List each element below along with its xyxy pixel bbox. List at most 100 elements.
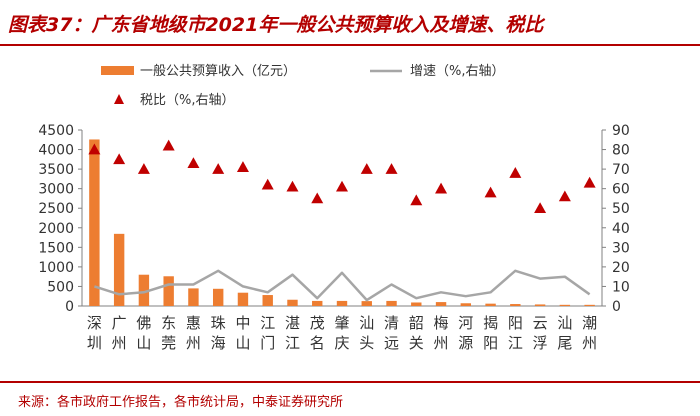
bar-5: [212, 288, 224, 306]
right-tick-label: 90: [612, 123, 630, 139]
bar-13: [411, 302, 422, 306]
x-label-3: 东莞: [161, 314, 176, 352]
x-label-8: 湛江: [285, 314, 300, 352]
x-label-7: 江门: [260, 314, 275, 352]
x-label-char: 汕: [557, 314, 572, 332]
tax-ratio-marker-4: [187, 157, 200, 169]
x-label-char: 茂: [310, 314, 325, 332]
x-label-15: 河源: [458, 314, 473, 352]
chart-title: 图表37：广东省地级市2021年一般公共预算收入及增速、税比: [8, 14, 544, 36]
tax-ratio-marker-20: [583, 176, 596, 188]
left-tick-label: 500: [47, 279, 74, 295]
bar-11: [361, 301, 372, 306]
tax-ratio-marker-9: [311, 192, 324, 204]
x-label-char: 深: [87, 314, 102, 332]
tax-ratio-marker-1: [113, 153, 126, 165]
x-label-20: 潮州: [582, 314, 597, 352]
x-label-char: 广: [112, 314, 127, 332]
tax-ratio-marker-8: [286, 180, 299, 192]
x-label-0: 深圳: [87, 314, 102, 352]
x-label-char: 东: [161, 314, 176, 332]
chart-axes: 0 500 1000 1500 2000 2500 3000 3500 4000 4500 0 10 2…: [38, 123, 629, 315]
bar-12: [386, 300, 397, 306]
tax-ratio-marker-12: [385, 163, 398, 174]
tax-ratio-marker-16: [484, 186, 497, 198]
right-tick-label: 60: [612, 182, 630, 198]
x-label-char: 湛: [285, 314, 300, 332]
right-tick-label: 80: [612, 143, 630, 159]
source-note: 来源：各市政府工作报告，各市统计局，中泰证券研究所: [18, 395, 344, 410]
x-label-char: 圳: [87, 334, 102, 352]
x-label-char: 揭: [483, 314, 498, 332]
x-label-char: 山: [136, 334, 151, 352]
x-label-2: 佛山: [136, 314, 151, 352]
x-label-char: 海: [211, 334, 226, 352]
x-label-char: 山: [235, 334, 250, 352]
bar-8: [287, 299, 298, 306]
x-label-char: 浮: [533, 334, 548, 352]
x-label-char: 梅: [434, 314, 449, 332]
bar-6: [237, 292, 249, 306]
x-label-char: 头: [359, 334, 374, 352]
left-tick-label: 0: [65, 299, 74, 315]
left-tick-label: 3000: [38, 182, 74, 198]
left-tick-label: 4000: [38, 143, 74, 159]
tax-ratio-marker-7: [261, 178, 274, 190]
x-label-char: 阳: [483, 334, 498, 352]
tax-ratio-marker-17: [509, 167, 522, 178]
marker-series: [88, 139, 596, 214]
right-tick-label: 70: [612, 162, 630, 178]
bar-10: [336, 300, 348, 306]
bar-1: [113, 233, 125, 306]
x-label-1: 广州: [112, 314, 127, 352]
tax-ratio-marker-13: [410, 194, 423, 206]
right-tick-label: 30: [612, 240, 630, 256]
bar-19: [559, 304, 571, 306]
growth-line: [94, 269, 591, 302]
x-label-char: 韶: [409, 314, 424, 332]
x-label-6: 中山: [235, 314, 250, 352]
x-label-char: 州: [434, 334, 449, 352]
left-tick-label: 1500: [38, 240, 74, 256]
x-label-18: 云浮: [533, 314, 548, 352]
tax-ratio-marker-10: [336, 180, 348, 192]
source-rule: [0, 381, 700, 383]
left-tick-label: 4500: [38, 123, 74, 139]
tax-ratio-marker-11: [360, 163, 373, 174]
tax-ratio-marker-18: [534, 202, 547, 214]
x-label-char: 州: [112, 334, 127, 352]
x-label-char: 名: [310, 334, 325, 352]
tax-ratio-marker-6: [236, 161, 249, 172]
legend-marker-label: 税比（%,右轴）: [140, 93, 235, 108]
x-label-char: 中: [235, 314, 250, 332]
bar-15: [460, 303, 472, 306]
right-tick-label: 0: [612, 299, 621, 315]
x-label-char: 江: [508, 334, 523, 352]
line-series: [94, 269, 591, 302]
bar-2: [138, 274, 150, 306]
left-tick-label: 2000: [38, 221, 74, 237]
legend-marker-swatch: [114, 94, 124, 104]
x-label-4: 惠州: [186, 314, 201, 352]
x-label-11: 汕头: [359, 314, 374, 352]
tax-ratio-marker-0: [88, 143, 101, 155]
x-label-char: 清: [384, 314, 399, 332]
bar-3: [163, 276, 174, 306]
left-tick-label: 1000: [38, 260, 74, 276]
x-axis-labels: 深圳广州佛山东莞惠州珠海中山江门湛江茂名肇庆汕头清远韶关梅州河源揭阳阳江云浮汕尾…: [87, 314, 597, 352]
x-label-char: 阳: [508, 314, 523, 332]
bar-7: [262, 295, 273, 306]
x-label-char: 州: [582, 334, 597, 352]
left-tick-label: 2500: [38, 201, 74, 217]
x-label-19: 汕尾: [557, 314, 572, 352]
x-label-char: 关: [409, 334, 424, 352]
x-label-char: 潮: [582, 314, 597, 332]
tax-ratio-marker-3: [162, 139, 175, 151]
tax-ratio-marker-2: [137, 163, 150, 174]
x-label-12: 清远: [384, 314, 399, 352]
x-label-char: 江: [285, 334, 300, 352]
right-tick-label: 10: [612, 279, 630, 295]
x-label-char: 惠: [186, 314, 201, 332]
